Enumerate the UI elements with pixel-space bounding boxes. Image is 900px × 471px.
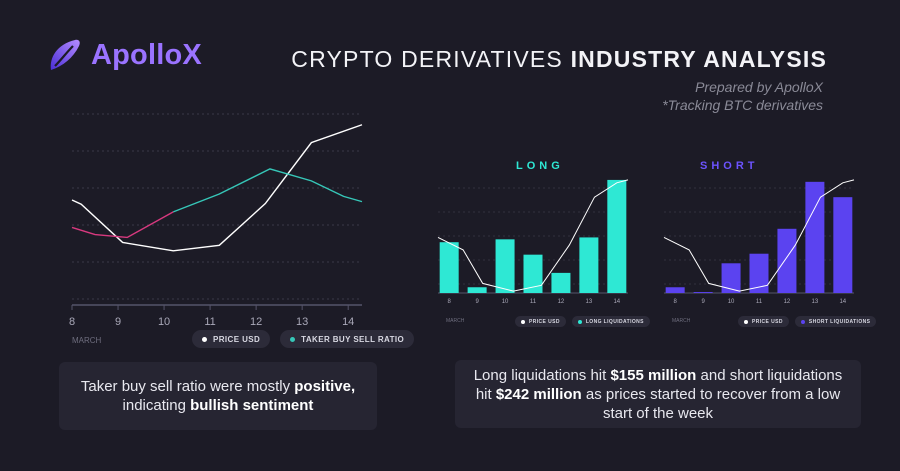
short-liquidations-chart: 8 9 10 11 12 13 14 MARCH: [663, 179, 855, 324]
month-label: MARCH: [72, 336, 102, 345]
x-tick-label: 8: [448, 299, 452, 305]
short-liquidations-bar: [777, 228, 797, 293]
page-title: CRYPTO DERIVATIVES INDUSTRY ANALYSIS: [291, 46, 827, 72]
legend-dot-price: [202, 336, 207, 342]
legend-item-taker-ratio: TAKER BUY SELL RATIO: [280, 330, 415, 348]
x-tick-label: 14: [839, 299, 846, 305]
legend-item-price-long: PRICE USD: [515, 316, 566, 327]
series-line-taker-ratio-negative: [71, 211, 174, 239]
short-panel-title: SHORT: [700, 160, 759, 172]
x-tick-label: 12: [250, 316, 262, 328]
series-line-price: [437, 179, 629, 292]
legend-dot-long: [577, 319, 582, 324]
x-tick-label: 10: [158, 316, 170, 328]
x-tick-label: 13: [586, 299, 593, 305]
series-line-taker-ratio-positive: [173, 168, 363, 213]
subtitle-tracking: *Tracking BTC derivatives: [662, 97, 823, 113]
long-liquidations-bar: [551, 272, 571, 293]
long-liquidations-bar: [495, 239, 515, 293]
short-liquidations-bar: [749, 253, 769, 293]
legend-item-price: PRICE USD: [192, 330, 271, 348]
short-liquidations-bar: [805, 181, 825, 293]
long-liquidations-bar: [467, 287, 487, 293]
x-tick-label: 11: [530, 299, 537, 305]
long-panel-title: LONG: [516, 160, 564, 172]
short-liquidations-bar: [721, 263, 741, 293]
x-tick-label: 10: [728, 299, 735, 305]
x-tick-label: 9: [475, 299, 479, 305]
price-taker-ratio-line-chart: 8 9 10 11 12 13 14 MARCH: [69, 113, 363, 345]
subtitle-prepared-by: Prepared by ApolloX: [695, 79, 823, 95]
x-tick-label: 8: [69, 316, 75, 328]
brand-name: ApolloX: [91, 38, 202, 71]
legend-item-short-liquidations: SHORT LIQUIDATIONS: [794, 316, 877, 327]
x-tick-label: 9: [115, 316, 121, 328]
series-line-price: [663, 179, 855, 292]
liquidations-callout: Long liquidations hit $155 million and s…: [455, 360, 861, 428]
series-line-price: [71, 124, 363, 252]
x-tick-label: 12: [558, 299, 565, 305]
long-liquidations-bar: [523, 254, 543, 293]
legend-item-long-liquidations: LONG LIQUIDATIONS: [571, 316, 650, 327]
long-liquidations-bar: [439, 242, 459, 293]
legend-dot-price-long: [521, 319, 525, 324]
short-liquidations-bar: [693, 292, 713, 293]
legend-dot-short: [800, 319, 805, 324]
month-label: MARCH: [446, 318, 465, 324]
legend-item-price-short: PRICE USD: [738, 316, 789, 327]
x-tick-label: 11: [756, 299, 763, 305]
x-tick-label: 12: [784, 299, 791, 305]
page-subtitle: Prepared by ApolloX *Tracking BTC deriva…: [662, 78, 823, 114]
long-liquidations-bar: [579, 237, 599, 293]
month-label: MARCH: [672, 318, 691, 324]
x-tick-label: 9: [701, 299, 705, 305]
main-chart-legend: PRICE USD TAKER BUY SELL RATIO: [192, 330, 415, 348]
brand-logo: ApolloX: [45, 36, 202, 74]
long-liquidations-bar: [607, 179, 627, 293]
long-liquidations-chart: 8 9 10 11 12 13 14 MARCH: [437, 179, 629, 324]
short-liquidations-bar: [665, 287, 685, 293]
long-chart-legend: PRICE USD LONG LIQUIDATIONS: [515, 316, 650, 327]
x-tick-label: 13: [296, 316, 308, 328]
apollox-logo-icon: [50, 39, 80, 70]
x-tick-label: 14: [613, 299, 620, 305]
short-chart-legend: PRICE USD SHORT LIQUIDATIONS: [738, 316, 877, 327]
short-liquidations-bar: [833, 197, 853, 293]
x-tick-label: 8: [674, 299, 678, 305]
legend-dot-taker: [290, 336, 296, 342]
x-tick-label: 11: [204, 316, 215, 328]
taker-ratio-callout: Taker buy sell ratio were mostly positiv…: [59, 362, 377, 430]
x-tick-label: 14: [342, 316, 354, 328]
x-tick-label: 10: [502, 299, 509, 305]
legend-dot-price-short: [744, 319, 748, 324]
x-tick-label: 13: [812, 299, 819, 305]
